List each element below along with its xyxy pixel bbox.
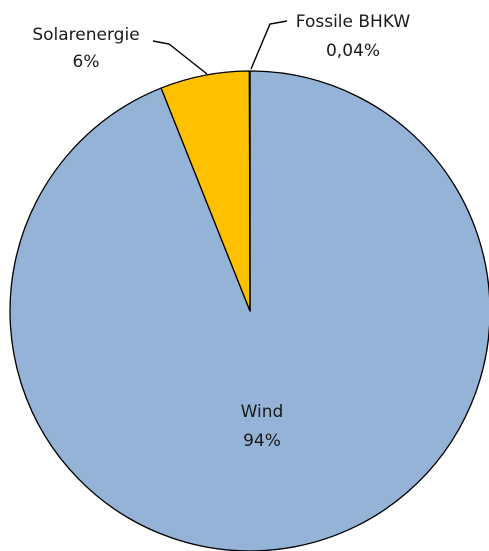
label-fossile-bhkw-value: 0,04% [326,41,380,61]
pie-slices [9,70,489,551]
data-labels: Solarenergie 6% Fossile BHKW 0,04% Wind … [32,12,410,451]
label-wind-value: 94% [243,431,281,451]
label-wind-name: Wind [241,402,284,422]
label-solarenergie-name: Solarenergie [32,25,139,45]
label-fossile-bhkw-name: Fossile BHKW [296,12,411,32]
leader-line-solarenergie [152,40,208,75]
label-solarenergie-value: 6% [73,52,100,72]
slice-fossile-bhkw [248,70,251,312]
leader-lines [152,20,288,75]
leader-line-fossile-bhkw [250,20,288,70]
